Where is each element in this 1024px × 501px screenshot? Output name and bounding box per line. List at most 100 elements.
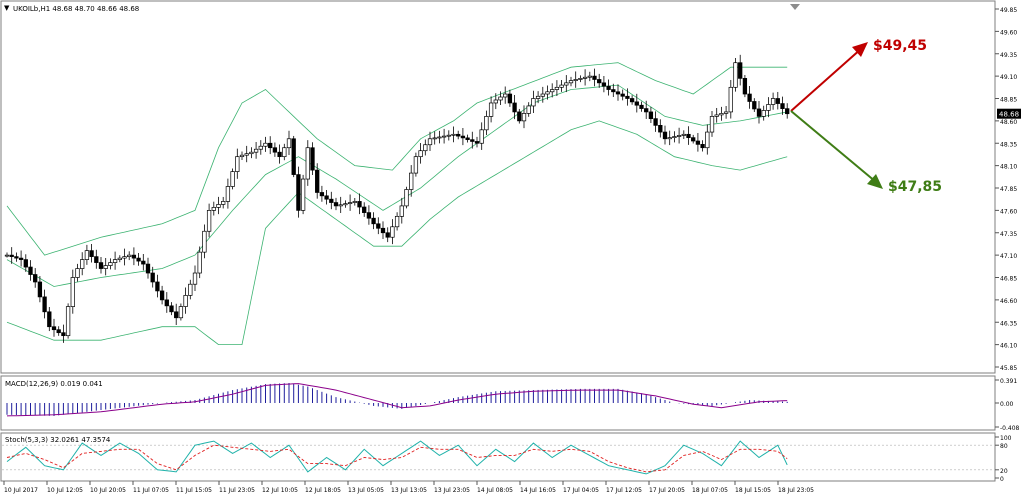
candle-body	[192, 272, 198, 285]
candle-body	[399, 205, 404, 217]
candle-body	[221, 201, 226, 205]
candle-body	[202, 230, 207, 253]
candle-body	[761, 110, 766, 117]
candle-body	[503, 93, 508, 98]
candle-body	[662, 131, 668, 140]
candle-body	[70, 277, 75, 307]
main-plot-frame[interactable]	[0, 0, 996, 374]
time-axis: 10 Jul 2017 10 Jul 12:05 10 Jul 20:05 11 Ju…	[3, 481, 814, 494]
candle-body	[714, 114, 719, 117]
candle-body	[164, 299, 169, 307]
candle-body	[47, 311, 52, 328]
candle-body	[667, 137, 672, 140]
candle-body	[14, 256, 19, 259]
candle-body	[357, 201, 362, 208]
macd-tick-label: 0.00	[1000, 401, 1014, 408]
price-tick-label: 45.85	[1000, 365, 1017, 372]
candle-body	[752, 101, 757, 110]
candle-body	[56, 329, 61, 334]
price-tick-label: 49.85	[1000, 7, 1017, 14]
macd-plot-frame[interactable]	[0, 375, 996, 431]
candle-body	[263, 142, 268, 147]
candle-body	[169, 305, 174, 313]
candle-body	[507, 93, 513, 104]
candle-body	[709, 116, 715, 133]
time-tick-label: 13 Jul 23:05	[434, 487, 470, 494]
symbol-dropdown-icon[interactable]: ▼	[4, 4, 10, 12]
down-target-label: $47,85	[888, 179, 942, 195]
candle-body	[347, 202, 353, 205]
time-tick-label: 12 Jul 18:05	[305, 487, 341, 494]
candle-body	[18, 257, 24, 260]
macd-axis: 0.391 0.00 -0.408	[995, 378, 1020, 432]
candle-body	[28, 266, 33, 275]
candle-body	[366, 212, 372, 219]
stoch-tick-label: 0	[1000, 476, 1004, 483]
stoch-tick-label: 100	[1000, 435, 1012, 442]
price-tick-label: 47.10	[1000, 253, 1017, 260]
candle-body	[498, 96, 503, 101]
candle-body	[441, 135, 447, 138]
candle-body	[648, 111, 654, 119]
candle-body	[174, 311, 179, 319]
candle-body	[653, 118, 658, 126]
candle-body	[634, 101, 639, 106]
candle-body	[380, 227, 386, 234]
candle-body	[573, 79, 578, 81]
macd-tick-label: 0.391	[1000, 378, 1017, 385]
candle-body	[517, 111, 522, 122]
candle-body	[564, 82, 569, 86]
bollinger-lower	[6, 120, 788, 345]
time-tick-label: 18 Jul 23:05	[778, 487, 814, 494]
candle-body	[131, 254, 137, 259]
candle-body	[9, 254, 14, 257]
candle-body	[385, 232, 390, 238]
candle-body	[775, 98, 780, 104]
candle-body	[611, 89, 616, 93]
candle-body	[338, 204, 343, 207]
bollinger-upper	[6, 62, 788, 256]
candle-body	[413, 156, 419, 174]
time-tick-label: 14 Jul 16:05	[520, 487, 556, 494]
time-tick-label: 13 Jul 05:05	[348, 487, 384, 494]
candle-body	[606, 85, 611, 90]
candle-body	[51, 326, 57, 331]
candle-body	[451, 133, 456, 136]
candle-body	[98, 262, 104, 269]
candle-body	[235, 156, 240, 172]
candle-body	[521, 113, 527, 122]
candle-body	[244, 153, 249, 156]
scroll-marker-icon[interactable]	[790, 4, 800, 10]
stoch-plot-frame[interactable]	[0, 432, 996, 482]
price-tick-label: 48.85	[1000, 97, 1017, 104]
candle-body	[488, 102, 494, 117]
candle-body	[535, 95, 541, 99]
candle-body	[418, 150, 423, 158]
candle-body	[742, 78, 748, 95]
bollinger-middle	[6, 84, 788, 287]
price-tick-label: 48.35	[1000, 141, 1017, 148]
candle-body	[291, 138, 296, 175]
candle-body	[427, 138, 433, 146]
time-tick-label: 10 Jul 12:05	[47, 487, 83, 494]
candle-body	[112, 259, 118, 263]
candle-body	[343, 203, 348, 206]
candle-body	[597, 79, 602, 84]
price-tick-label: 46.60	[1000, 298, 1017, 305]
candle-body	[512, 102, 517, 113]
candlestick-series	[4, 54, 790, 343]
candle-body	[268, 142, 273, 149]
candle-body	[620, 93, 625, 97]
candle-body	[587, 75, 592, 78]
candle-body	[559, 84, 564, 88]
candle-body	[733, 62, 738, 88]
candle-body	[601, 82, 607, 87]
candle-body	[723, 111, 729, 114]
time-tick-label: 11 Jul 07:05	[133, 487, 169, 494]
candle-body	[484, 116, 489, 131]
price-axis: 49.85 49.60 49.35 49.10 48.85 48.60 48.35 48.10…	[995, 7, 1017, 372]
time-tick-label: 11 Jul 23:05	[219, 487, 255, 494]
time-tick-label: 17 Jul 20:05	[649, 487, 685, 494]
candle-body	[127, 254, 132, 257]
